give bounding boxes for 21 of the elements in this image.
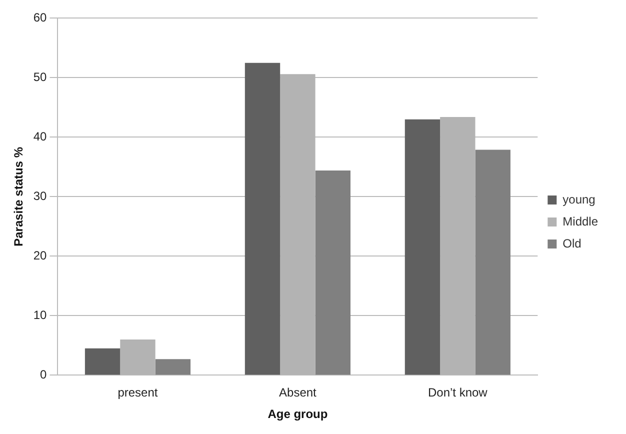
y-tick-label: 50 (33, 70, 48, 84)
bar (315, 170, 350, 375)
bar (84, 348, 120, 375)
legend-label: young (562, 192, 596, 206)
y-tick-label: 0 (40, 368, 48, 382)
x-axis-title: Age group (268, 407, 328, 422)
y-tick-label: 20 (33, 248, 48, 263)
bar (475, 150, 510, 375)
x-tick-label: Absent (279, 386, 318, 400)
y-tick-label: 10 (33, 308, 48, 322)
bar (155, 359, 191, 375)
x-tick-label: present (118, 386, 158, 400)
x-tick-label: Don’t know (428, 386, 488, 400)
bar (244, 62, 280, 375)
y-tick-label: 30 (33, 189, 48, 204)
bar (404, 119, 440, 375)
y-tick-label: 40 (33, 130, 48, 144)
legend-label: Old (562, 236, 582, 250)
y-tick-label: 60 (33, 10, 48, 25)
legend-label: Middle (562, 214, 598, 228)
y-axis-title: Parasite status % (12, 146, 26, 246)
